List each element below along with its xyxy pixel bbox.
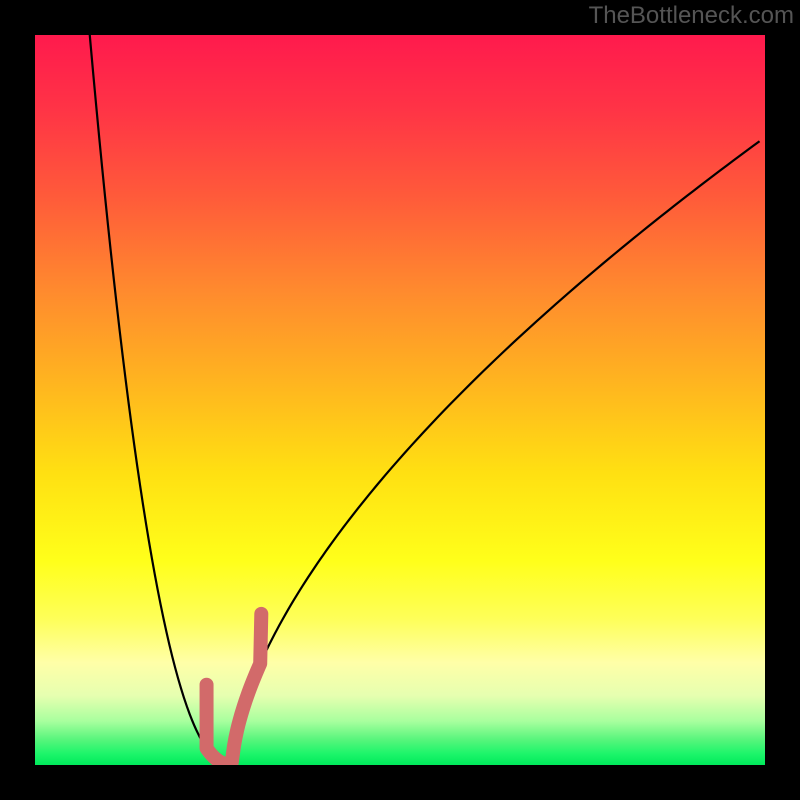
bottleneck-chart: [0, 0, 800, 800]
chart-container: { "watermark": { "text": "TheBottleneck.…: [0, 0, 800, 800]
plot-background: [35, 35, 765, 765]
watermark-text: TheBottleneck.com: [589, 2, 794, 30]
